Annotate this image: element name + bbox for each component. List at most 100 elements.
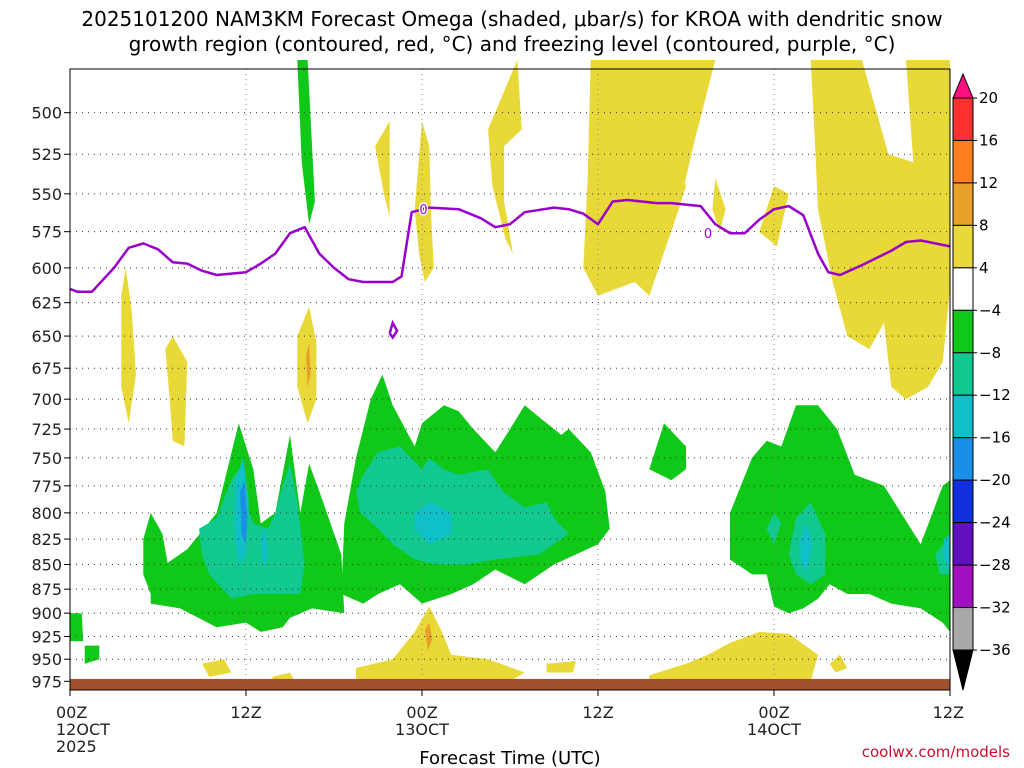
- rising-yellow-p: [649, 631, 818, 682]
- y-tick-label: 975: [31, 672, 62, 691]
- rising-yellow-l: [356, 606, 525, 682]
- y-tick-label: 625: [31, 294, 62, 313]
- freezing-level-island: [388, 319, 399, 340]
- omega-cyan-c: [800, 523, 813, 575]
- colorbar-label: −16: [979, 429, 1011, 447]
- omega-shading: [70, 60, 950, 682]
- y-tick-label: 950: [31, 650, 62, 669]
- colorbar-label: −8: [979, 344, 1001, 362]
- omega-blue-a: [240, 480, 248, 545]
- y-tick-label: 825: [31, 530, 62, 549]
- y-tick-label: 750: [31, 449, 62, 468]
- colorbar-label: −20: [979, 471, 1011, 489]
- x-tick-date: 14OCT: [747, 720, 801, 739]
- x-tick-label: 00Z: [406, 703, 437, 722]
- ground-fill: [70, 678, 950, 690]
- y-tick-label: 900: [31, 604, 62, 623]
- omega-green-h: [730, 405, 950, 632]
- colorbar-segment: [952, 607, 974, 651]
- colorbar-label: −24: [979, 514, 1011, 532]
- colorbar-label: −4: [979, 301, 1001, 319]
- rising-yellow-m: [202, 659, 232, 677]
- y-tick-label: 650: [31, 327, 62, 346]
- omega-teal-d: [766, 512, 782, 545]
- colorbar-label: 16: [979, 131, 998, 149]
- colorbar-segment: [952, 267, 974, 311]
- plot-area: 00: [69, 60, 951, 691]
- colorbar-segment: [952, 522, 974, 566]
- y-tick-label: 875: [31, 580, 62, 599]
- x-tick-label: 00Z: [758, 703, 789, 722]
- x-tick-date: 12OCT: [56, 720, 110, 739]
- y-tick-label: 575: [31, 223, 62, 242]
- rising-yellow-b: [375, 121, 390, 217]
- colorbar-segment: [952, 352, 974, 396]
- chart-title-line2: growth region (contoured, red, °C) and f…: [129, 32, 896, 56]
- colorbar-segment: [952, 437, 974, 481]
- plot-frame: [69, 68, 951, 691]
- omega-green-g: [649, 423, 686, 481]
- rising-yellow-q: [829, 654, 848, 673]
- colorbar-segment: [952, 394, 974, 439]
- colorbar-label: −36: [979, 641, 1011, 659]
- omega-cyan-d: [944, 533, 950, 570]
- omega-orange-b: [424, 622, 433, 651]
- y-tick-label: 850: [31, 555, 62, 574]
- omega-green-a: [297, 60, 315, 225]
- y-tick-label: 525: [31, 145, 62, 164]
- colorbar-segment: [952, 182, 974, 226]
- colorbar-segment: [952, 97, 974, 141]
- omega-green-b: [70, 613, 84, 642]
- colorbar-label: 8: [979, 216, 989, 234]
- credit-text: coolwx.com/models: [862, 743, 1010, 761]
- y-tick-label: 500: [31, 104, 62, 123]
- y-tick-label: 675: [31, 359, 62, 378]
- omega-teal-a: [199, 463, 305, 599]
- colorbar-label: 12: [979, 174, 998, 192]
- rising-yellow-c: [414, 121, 434, 282]
- colorbar-segment: [952, 479, 974, 524]
- y-tick-label: 725: [31, 420, 62, 439]
- colorbar-label: −28: [979, 556, 1011, 574]
- contour-label: 0: [419, 203, 427, 218]
- omega-teal-b: [356, 446, 569, 565]
- colorbar-label: −32: [979, 599, 1011, 617]
- colorbar-segment: [952, 309, 974, 354]
- rising-yellow-e: [664, 154, 686, 232]
- pressure-axis: 500 525 550 575 600 625 650 675 700 725 750 775 800 8…: [31, 104, 70, 691]
- rising-yellow-i: [121, 267, 136, 424]
- contour-label: 0: [704, 227, 712, 242]
- colorbar: 20 16 12 8 4 −4 −8 −12 −16 −20 −24 −28 −32 −36: [952, 72, 1011, 691]
- x-axis-label: Forecast Time (UTC): [419, 748, 600, 768]
- x-tick-label: 12Z: [933, 703, 964, 722]
- colorbar-segment: [952, 224, 974, 269]
- y-tick-label: 700: [31, 390, 62, 409]
- x-tick-year: 2025: [56, 737, 97, 756]
- colorbar-arrow-top: [952, 72, 974, 99]
- y-tick-label: 925: [31, 627, 62, 646]
- colorbar-segment: [952, 564, 974, 609]
- rising-yellow-f: [712, 178, 726, 232]
- colorbar-segment: [952, 139, 974, 184]
- rising-yellow-h: [810, 60, 950, 400]
- y-tick-label: 800: [31, 504, 62, 523]
- x-tick-label: 12Z: [582, 703, 613, 722]
- rising-yellow-o: [546, 661, 576, 673]
- rising-yellow-d: [583, 60, 716, 296]
- chart-title: 2025101200 NAM3KM Forecast Omega (shaded…: [81, 7, 942, 31]
- terrain-ground: [70, 678, 950, 690]
- omega-orange-a: [306, 342, 311, 387]
- x-tick-date: 13OCT: [395, 720, 449, 739]
- freezing-level-line: [69, 198, 951, 293]
- colorbar-label: −12: [979, 386, 1011, 404]
- colorbar-label: 20: [979, 89, 998, 107]
- rising-yellow-a: [488, 60, 522, 254]
- colorbar-arrow-bottom: [952, 649, 974, 691]
- colorbar-label: 4: [979, 259, 989, 277]
- y-tick-label: 600: [31, 259, 62, 278]
- x-tick-label: 00Z: [56, 703, 87, 722]
- y-tick-label: 550: [31, 185, 62, 204]
- freezing-level-contour: 00: [69, 198, 951, 340]
